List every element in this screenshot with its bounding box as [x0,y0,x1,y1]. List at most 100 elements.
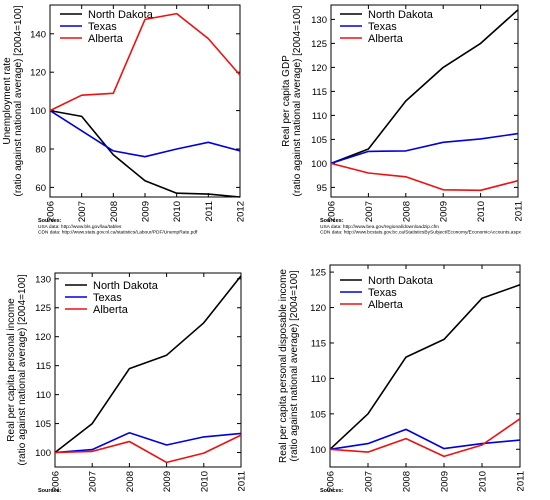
x-tick-label: 2010 [172,201,183,222]
series-line [54,434,242,464]
y-tick-label: 105 [310,409,326,420]
plot-frame [329,264,521,468]
x-tick-label: 2006 [326,471,337,492]
x-tick-label: 2011 [516,471,527,491]
legend-label: Alberta [368,299,404,311]
plot-frame [54,272,242,468]
y-tick-label: 125 [310,268,326,279]
y-tick-label: 120 [30,68,46,79]
legend-label: Alberta [88,33,124,45]
y-axis-title: (ratio against national average) [2004=1… [17,274,28,465]
x-tick-label: 2011 [237,471,248,491]
series-line [330,9,519,165]
y-tick-label: 120 [310,303,326,314]
series-line [54,275,242,454]
y-tick-label: 100 [35,448,51,459]
y-tick-label: 60 [35,183,46,194]
legend-label: North Dakota [368,9,434,21]
series-line [49,109,241,198]
chart-panel: 95 100 105 110 115 120 125 130 2006 2007 2008 2009 2… [281,4,525,236]
x-tick-label: 2009 [141,201,152,222]
x-tick-label: 2008 [125,471,136,492]
y-tick-label: 120 [311,63,327,74]
legend-label: North Dakota [368,275,434,287]
chart-panel: 100 105 110 115 120 125 130 2006 2007 2008 2009 201… [6,272,248,494]
y-axis-title: Real per capita personal income [6,298,17,442]
x-tick-label: 2006 [46,201,57,222]
y-tick-label: 105 [311,135,327,146]
plot-frame [330,4,519,198]
y-tick-label: 100 [30,106,46,117]
legend-label: Alberta [93,304,129,316]
x-tick-label: 2006 [327,201,338,222]
sources-line: USA data: http://www.bea.gov/regional/do… [320,224,439,230]
y-tick-label: 110 [312,111,327,122]
y-tick-label: 110 [36,390,51,401]
legend-label: Texas [93,292,122,304]
x-tick-label: 2011 [204,201,215,221]
sources-line: CDN data: http://www.bcstats.gov.bc.ca/S… [320,230,522,236]
sources-heading: Sources: [38,218,62,224]
y-tick-label: 110 [311,374,326,385]
sources-heading: Sources: [38,488,62,494]
y-tick-label: 115 [311,338,326,349]
y-tick-label: 125 [35,303,51,314]
x-tick-label: 2009 [162,471,173,492]
series-line [54,431,242,454]
x-tick-label: 2009 [439,201,450,222]
y-axis-title: Unemployment rate [2,57,13,145]
y-tick-label: 115 [36,361,51,372]
chart-panel: 100 105 110 115 120 125 2006 2007 2008 2009 2010 20… [278,264,527,494]
x-tick-label: 2006 [51,471,62,492]
y-axis-title: (ratio against national average) [2004=1… [13,5,24,196]
series-line [49,12,241,112]
y-tick-label: 130 [35,274,51,285]
legend-label: North Dakota [88,9,154,21]
legend-label: Texas [368,287,397,299]
x-tick-label: 2010 [199,471,210,492]
sources-heading: Sources: [320,488,344,494]
plot-frame [49,4,241,198]
x-tick-label: 2011 [514,201,525,221]
series-line [329,284,521,450]
y-axis-title: Real per capita personal disposable inco… [278,269,289,463]
y-tick-label: 115 [312,87,327,98]
x-tick-label: 2009 [440,471,451,492]
x-tick-label: 2007 [364,471,375,492]
chart-panel: 60 80 100 120 140 2006 2007 2008 2009 2010 2011 201… [2,4,247,236]
x-tick-label: 2007 [364,201,375,222]
x-tick-label: 2010 [478,471,489,492]
sources-line: USA data: http://www.bls.gov/lau/tables [38,224,122,230]
x-tick-label: 2008 [402,471,413,492]
y-tick-label: 100 [311,159,327,170]
sources-heading: Sources: [320,218,344,224]
x-tick-label: 2012 [236,201,247,222]
legend-label: Texas [368,21,397,33]
y-tick-label: 100 [310,445,326,456]
x-tick-label: 2008 [109,201,120,222]
y-axis-title: (ratio against national average) [2004=1… [292,5,303,196]
series-line [329,428,521,451]
sources-line: CDN data: http://www.stats.gov.nl.ca/sta… [38,230,198,236]
legend-label: Texas [88,21,117,33]
y-tick-label: 95 [316,183,327,194]
series-line [49,109,241,158]
x-tick-label: 2007 [88,471,99,492]
x-tick-label: 2007 [77,201,88,222]
legend-label: North Dakota [93,280,159,292]
x-tick-label: 2008 [401,201,412,222]
y-tick-label: 80 [35,145,46,156]
series-line [329,418,521,458]
series-line [330,162,519,192]
y-tick-label: 125 [311,39,327,50]
y-tick-label: 105 [35,419,51,430]
y-tick-label: 130 [311,15,327,26]
y-axis-title: Real per capita GDP [281,55,292,147]
y-tick-label: 140 [30,29,46,40]
y-tick-label: 120 [35,332,51,343]
series-line [330,132,519,165]
y-axis-title: (ratio against national average) [2004=1… [289,270,300,461]
legend-label: Alberta [368,33,404,45]
x-tick-label: 2010 [476,201,487,222]
